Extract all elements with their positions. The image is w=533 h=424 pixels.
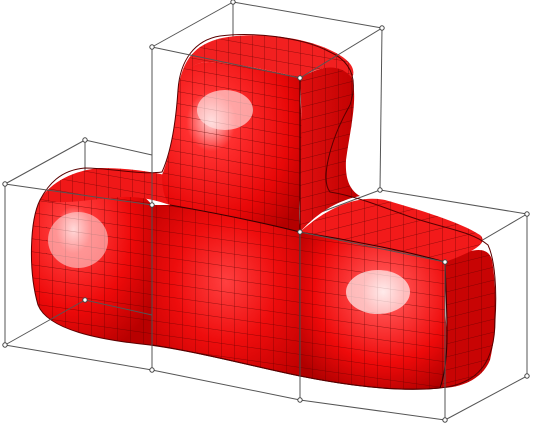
control-point[interactable] bbox=[524, 211, 530, 217]
subdivision-surface[interactable] bbox=[30, 34, 497, 390]
control-point[interactable] bbox=[297, 75, 303, 81]
control-point[interactable] bbox=[297, 397, 303, 403]
control-point[interactable] bbox=[230, 0, 236, 5]
specular-highlight-top bbox=[197, 90, 253, 130]
control-point[interactable] bbox=[442, 259, 448, 265]
control-cage-front bbox=[4, 27, 528, 421]
control-point[interactable] bbox=[149, 44, 155, 50]
control-point[interactable] bbox=[82, 297, 88, 303]
specular-highlight-right bbox=[346, 270, 410, 314]
control-point[interactable] bbox=[149, 202, 155, 208]
control-point[interactable] bbox=[297, 229, 303, 235]
control-point[interactable] bbox=[379, 25, 385, 31]
control-point[interactable] bbox=[82, 137, 88, 143]
control-point[interactable] bbox=[2, 181, 8, 187]
control-point[interactable] bbox=[149, 367, 155, 373]
control-point[interactable] bbox=[377, 187, 383, 193]
control-point[interactable] bbox=[2, 342, 8, 348]
control-point[interactable] bbox=[524, 373, 530, 379]
specular-highlight-left bbox=[48, 212, 108, 268]
control-point[interactable] bbox=[442, 417, 448, 423]
